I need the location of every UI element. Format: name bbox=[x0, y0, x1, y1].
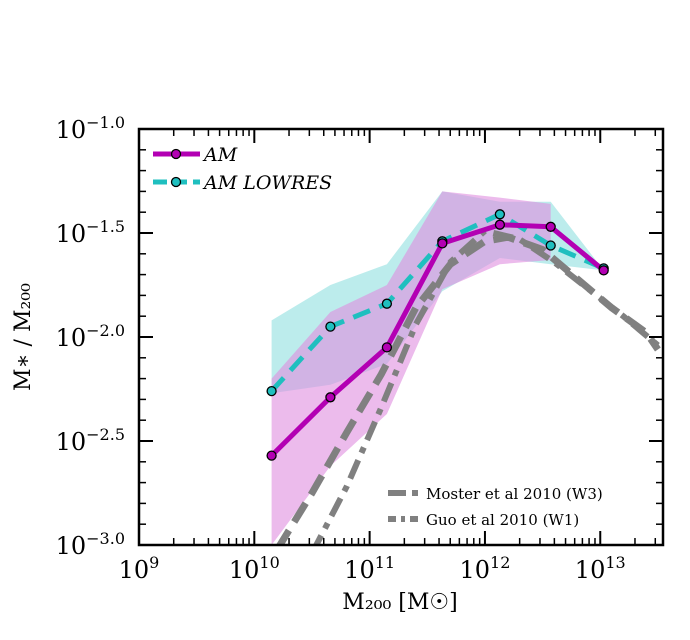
x-tick-label: 1012 bbox=[459, 553, 510, 584]
data-point bbox=[266, 450, 277, 461]
data-point bbox=[437, 238, 448, 249]
tick-labels: 109 1010 1011 1012 1013 10−1.0 10−1.5 10−2.0 10−… bbox=[56, 113, 626, 584]
x-tick-label: 109 bbox=[119, 553, 160, 584]
y-axis-label: M∗ / M₂₀₀ bbox=[11, 283, 36, 391]
y-tick-label: 10−2.5 bbox=[56, 425, 125, 456]
legend-marker bbox=[170, 176, 182, 188]
data-point bbox=[494, 209, 506, 220]
data-point bbox=[545, 240, 556, 251]
data-point bbox=[381, 298, 393, 309]
series-markers bbox=[266, 209, 609, 461]
x-axis-label: M₂₀₀ [M☉] bbox=[342, 590, 457, 615]
data-point bbox=[494, 219, 506, 230]
legend-label: Moster et al 2010 (W3) bbox=[426, 485, 603, 503]
y-tick-label: 10−2.0 bbox=[56, 321, 125, 352]
axis-ticks bbox=[138, 128, 663, 546]
legend-label: AM bbox=[202, 144, 238, 166]
data-point bbox=[545, 221, 556, 232]
x-tick-label: 1011 bbox=[344, 553, 395, 584]
legend-label: Guo et al 2010 (W1) bbox=[426, 511, 579, 529]
y-tick-label: 10−3.0 bbox=[56, 529, 125, 560]
data-point bbox=[266, 385, 277, 397]
data-point bbox=[381, 342, 393, 353]
y-tick-label: 10−1.0 bbox=[56, 113, 125, 144]
x-tick-label: 1010 bbox=[229, 553, 280, 584]
data-point bbox=[325, 392, 336, 403]
legend-top: AM AM LOWRES bbox=[153, 144, 332, 194]
legend-marker bbox=[170, 148, 182, 160]
legend-label: AM LOWRES bbox=[202, 172, 332, 194]
data-point bbox=[325, 321, 336, 332]
y-tick-label: 10−1.5 bbox=[56, 217, 125, 248]
legend-bottom: Moster et al 2010 (W3) Guo et al 2010 (W1… bbox=[388, 485, 603, 529]
data-point bbox=[598, 265, 609, 276]
x-tick-label: 1013 bbox=[575, 553, 626, 584]
